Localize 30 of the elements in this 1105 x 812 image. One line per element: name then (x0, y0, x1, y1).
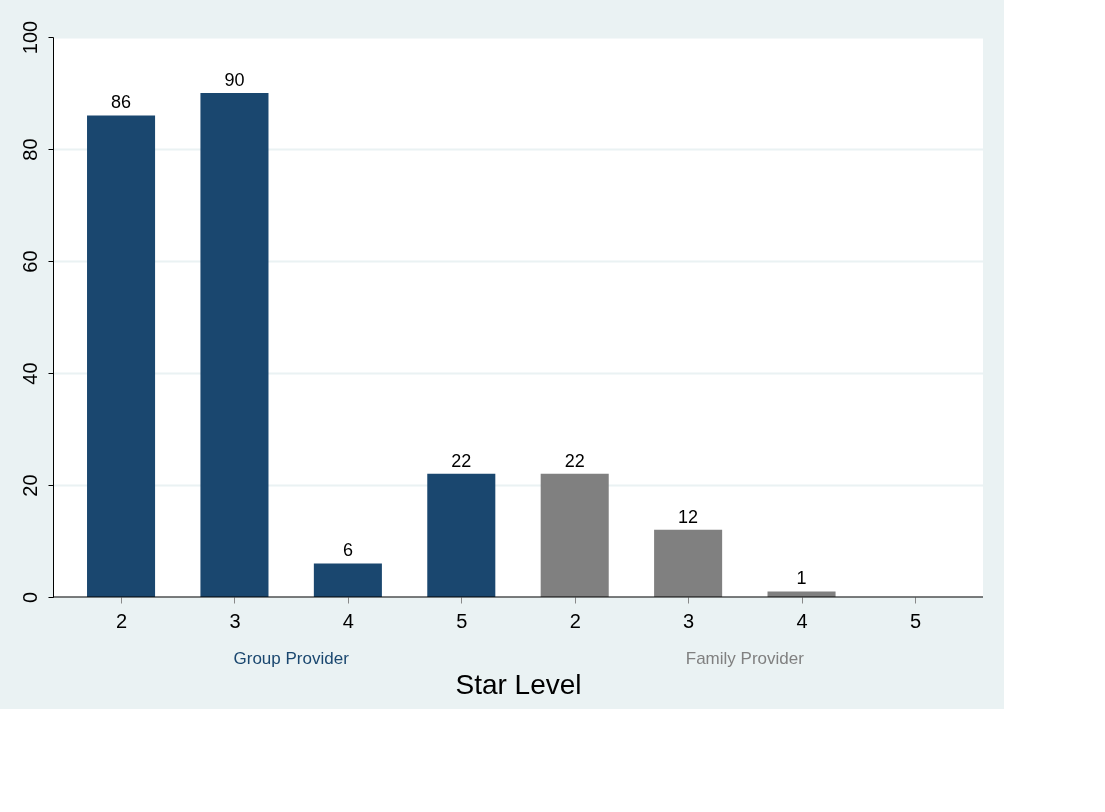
bar (200, 93, 269, 597)
data-label: 90 (224, 70, 245, 90)
data-label: 6 (342, 540, 353, 561)
x-tick-label: 2 (569, 609, 581, 632)
y-tick-label: 80 (18, 138, 41, 161)
x-tick-label: 3 (229, 609, 241, 632)
x-tick-label: 5 (456, 609, 468, 632)
x-tick-label: 4 (796, 609, 808, 632)
data-label: 1 (796, 568, 807, 589)
data-label: 22 (451, 450, 472, 471)
bar (654, 529, 723, 597)
x-tick-label: 2 (115, 609, 128, 632)
bar (313, 563, 382, 597)
x-tick-label: 4 (342, 609, 354, 632)
y-tick-label: 100 (18, 20, 41, 55)
x-tick-label: 5 (909, 609, 922, 632)
x-axis-title: Star Level (455, 668, 582, 700)
bar (427, 473, 496, 597)
data-label: 12 (678, 506, 699, 527)
data-label: 22 (564, 450, 585, 471)
data-label: 86 (111, 92, 132, 113)
y-tick-label: 60 (18, 250, 41, 273)
bar (540, 473, 609, 597)
y-tick-label: 40 (18, 362, 41, 385)
text: Family Provider (685, 649, 805, 668)
text: Group Provider (233, 649, 350, 668)
y-tick-label: 0 (18, 591, 41, 604)
bar (87, 115, 156, 597)
x-tick-label: 3 (683, 609, 695, 632)
y-tick-label: 20 (18, 474, 41, 497)
